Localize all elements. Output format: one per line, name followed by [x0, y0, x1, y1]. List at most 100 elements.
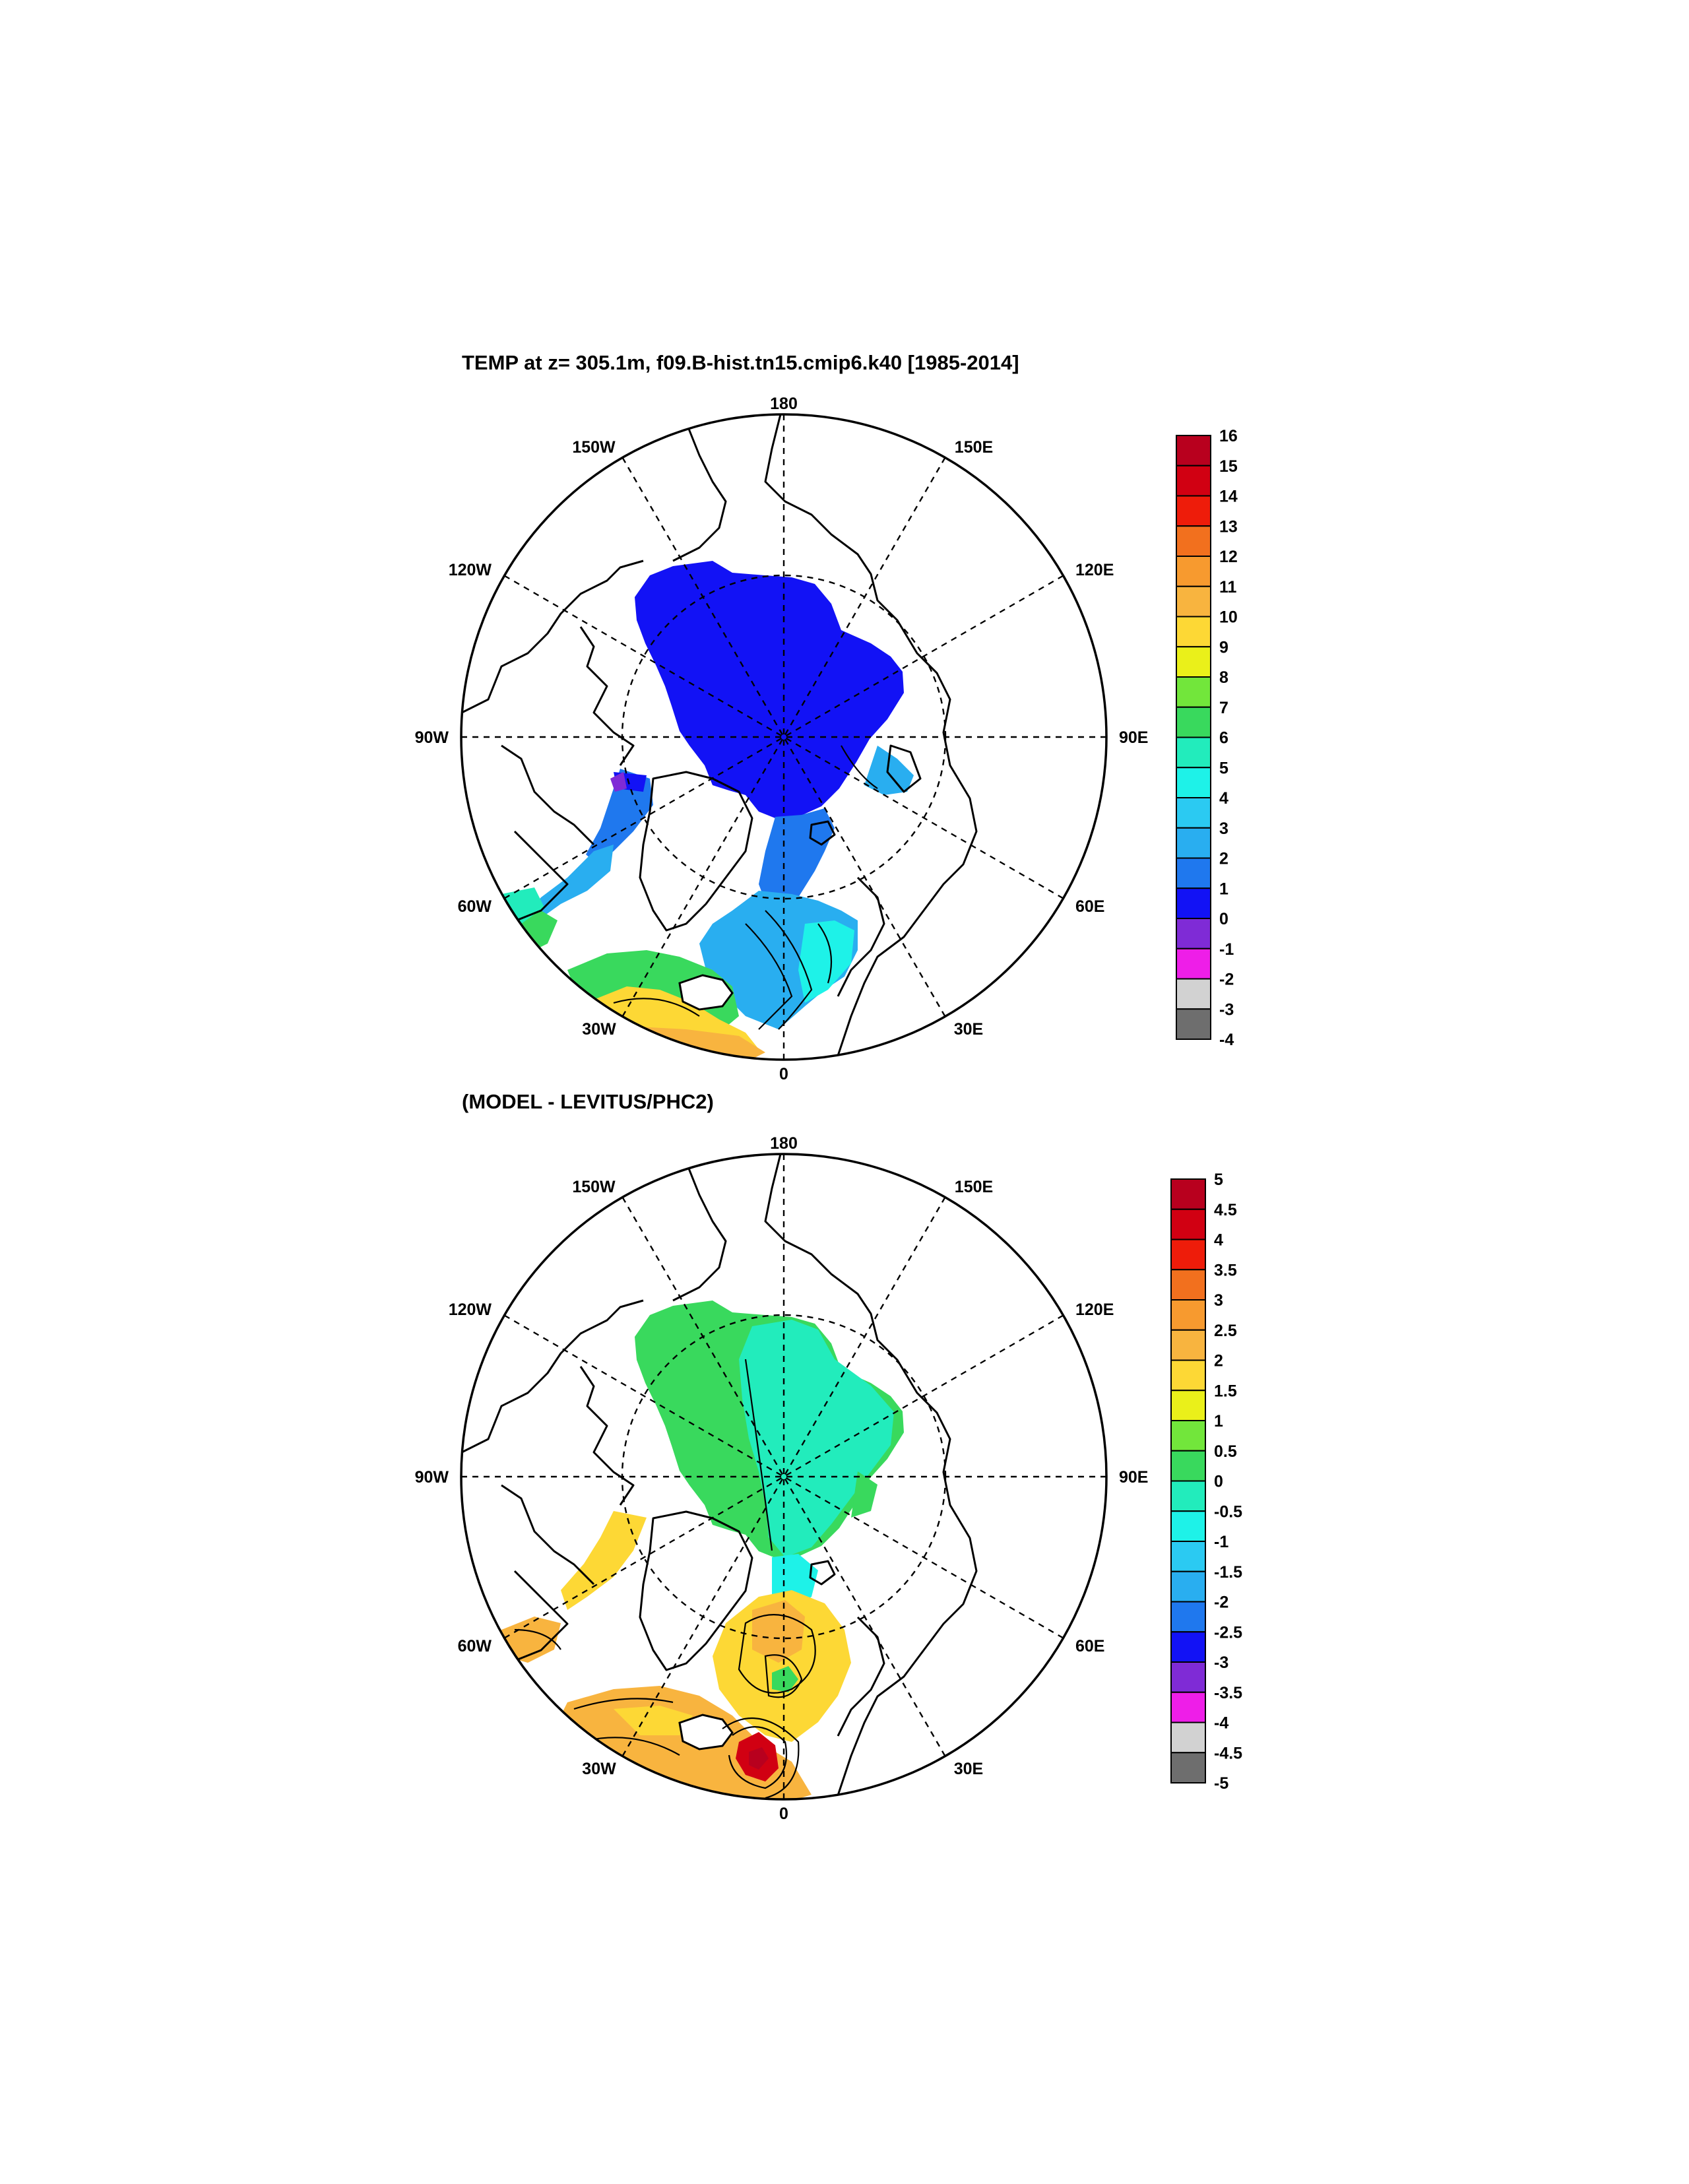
atlantic-darkred-core — [749, 1747, 769, 1770]
colorbar-label: 3 — [1214, 1291, 1223, 1310]
colorbar-label: 5 — [1214, 1171, 1223, 1189]
colorbar-swatch — [1170, 1329, 1206, 1361]
nares-fill — [610, 772, 627, 792]
colorbar-label: -1 — [1214, 1533, 1228, 1551]
colorbar-label: 6 — [1219, 729, 1228, 748]
colorbar-label: 2 — [1214, 1352, 1223, 1370]
longitude-labels: 180 0 90W 90E 150W 150E 120W 120E 60W 60… — [415, 1134, 1149, 1823]
lon-label-120w: 120W — [449, 561, 492, 579]
colorbar-swatch — [1170, 1752, 1206, 1783]
colorbar-swatch — [1176, 947, 1211, 980]
lon-label-60w: 60W — [458, 1637, 492, 1655]
panel-model-temperature: TEMP at z= 305.1m, f09.B-hist.tn15.cmip6… — [415, 351, 1238, 1083]
polar-map — [460, 413, 1108, 1061]
colorbar-label: -4.5 — [1214, 1744, 1242, 1762]
colorbar-swatch — [1176, 556, 1211, 587]
colorbar-swatch — [1170, 1420, 1206, 1452]
colorbar-swatch — [1170, 1269, 1206, 1301]
colorbar-label: -2.5 — [1214, 1623, 1242, 1642]
colorbar-label: 5 — [1219, 759, 1228, 777]
colorbar-swatch — [1170, 1570, 1206, 1603]
colorbar-label: 0 — [1219, 910, 1228, 928]
colorbar-swatch — [1176, 706, 1211, 738]
coastline-eurasia — [764, 1154, 978, 1796]
lon-label-30w: 30W — [582, 1760, 616, 1778]
colorbar-label: -4 — [1219, 1031, 1234, 1049]
colorbar-swatch — [1176, 465, 1211, 497]
lon-label-180: 180 — [770, 1134, 798, 1153]
colorbar-label: 12 — [1219, 548, 1238, 566]
panel-title: TEMP at z= 305.1m, f09.B-hist.tn15.cmip6… — [462, 351, 1019, 374]
colorbar-label: 2 — [1219, 850, 1228, 868]
coastline-north-america — [461, 560, 644, 925]
barents-diff-fill — [851, 1471, 877, 1518]
contour-line — [514, 1628, 561, 1650]
colorbar-swatch — [1176, 495, 1211, 527]
colorbar-label: 11 — [1219, 578, 1237, 596]
colorbar-label: -1.5 — [1214, 1563, 1242, 1582]
coastline-eurasia — [764, 414, 978, 1056]
lon-label-30w: 30W — [582, 1020, 616, 1039]
colorbar-swatch — [1170, 1238, 1206, 1271]
coastline-scandinavia — [837, 1616, 885, 1737]
contour-line — [765, 910, 813, 1030]
colorbar-label: 15 — [1219, 457, 1238, 476]
lon-label-0: 0 — [779, 1065, 788, 1083]
colorbar-swatch — [1176, 797, 1211, 829]
colorbar-label: 1 — [1219, 880, 1228, 898]
arctic-aqua-fill — [739, 1320, 894, 1557]
lon-label-90e: 90E — [1119, 728, 1148, 747]
colorbar: 5 4.5 4 3.5 3 2.5 2 1.5 1 0.5 0 -0.5 -1 -1.5 -2 -2.5 -3 -… — [1170, 1171, 1242, 1793]
map-boundary — [460, 1153, 1108, 1801]
colorbar-label: -3 — [1219, 1000, 1234, 1019]
coastline-svalbard — [809, 1560, 836, 1586]
lon-label-120e: 120E — [1075, 561, 1114, 579]
colorbar-label: 0 — [1214, 1473, 1223, 1491]
labrador-diff-fill — [501, 1617, 561, 1663]
colorbar-label: -2 — [1214, 1593, 1228, 1612]
colorbar-label: 16 — [1219, 427, 1238, 445]
colorbar-label: -0.5 — [1214, 1502, 1242, 1521]
longitude-labels: 180 0 90W 90E 150W 150E 120W 120E 60W 60… — [415, 395, 1149, 1083]
colorbar-label: 4 — [1219, 789, 1228, 808]
colorbar-swatch — [1176, 736, 1211, 769]
contour-line — [764, 1654, 803, 1698]
colorbar-label: 1 — [1214, 1412, 1223, 1430]
colorbar-swatch — [1176, 646, 1211, 678]
lon-label-150w: 150W — [572, 438, 616, 457]
norwegian-sea-fill — [798, 920, 854, 1003]
contour-line — [738, 1614, 816, 1694]
colorbar-swatch — [1176, 435, 1211, 466]
baffin-bay-fill — [586, 769, 653, 864]
colorbar-swatch — [1170, 1450, 1206, 1482]
contour-line — [744, 1359, 773, 1551]
colorbar-swatch — [1176, 978, 1211, 1010]
colorbar-swatch — [1176, 918, 1211, 949]
iceland-land — [678, 974, 734, 1011]
colorbar-swatch — [1170, 1510, 1206, 1542]
coastline-alaska — [672, 422, 727, 562]
panel-title: (MODEL - LEVITUS/PHC2) — [462, 1090, 714, 1113]
colorbar-label: -1 — [1219, 940, 1234, 959]
iceland-land — [678, 1714, 734, 1750]
colorbar-swatch — [1176, 1008, 1211, 1040]
contour-line — [817, 923, 833, 984]
colorbar-label: 9 — [1219, 638, 1228, 657]
colorbar-label: 14 — [1219, 488, 1238, 506]
colorbar-swatch — [1170, 1390, 1206, 1421]
colorbar-swatch — [1170, 1661, 1206, 1693]
panel-model-minus-obs: (MODEL - LEVITUS/PHC2) — [415, 1090, 1243, 1823]
colorbar-label: -3 — [1214, 1654, 1228, 1672]
colorbar-swatch — [1176, 525, 1211, 557]
colorbar-label: -5 — [1214, 1774, 1228, 1793]
colorbar-label: 2.5 — [1214, 1322, 1237, 1340]
colorbar-label: 13 — [1219, 517, 1238, 536]
polar-map — [460, 1153, 1108, 1801]
lon-label-90w: 90W — [415, 1468, 449, 1487]
colorbar-label: 8 — [1219, 668, 1228, 687]
colorbar-swatch — [1176, 676, 1211, 708]
colorbar-swatch — [1170, 1208, 1206, 1240]
lon-label-60e: 60E — [1075, 1637, 1104, 1655]
colorbar-swatch — [1176, 767, 1211, 798]
